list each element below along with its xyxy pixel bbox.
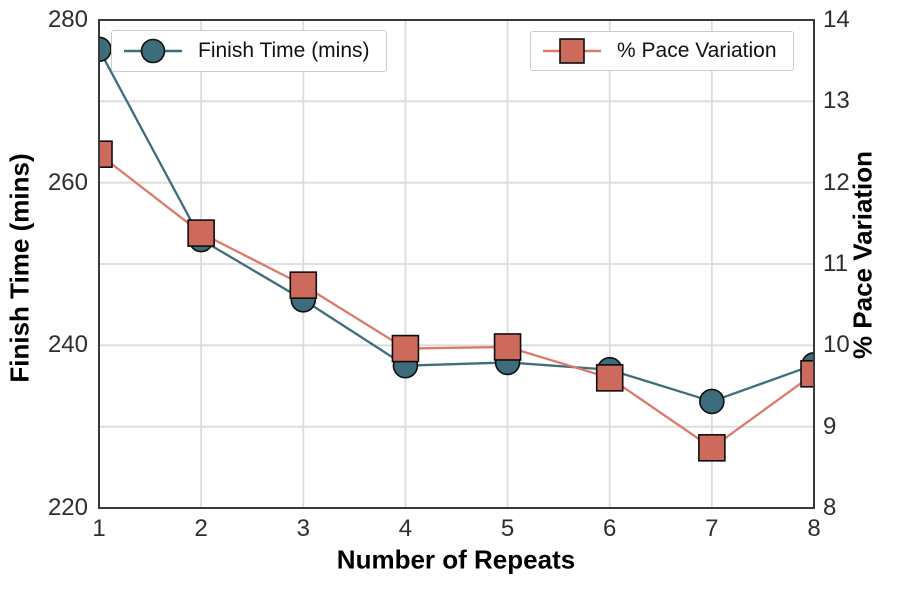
pace-variation-marker (187, 219, 215, 247)
right-y-tick-label: 9 (823, 412, 837, 440)
right-y-tick-label: 10 (823, 331, 850, 359)
x-axis-label: Number of Repeats (336, 544, 576, 575)
right-y-tick-label: 13 (823, 87, 850, 115)
left-y-tick-label: 220 (47, 494, 88, 521)
pace-variation-marker (595, 364, 624, 392)
legend-pace-variation: % Pace Variation (530, 31, 794, 71)
finish-time-line (98, 48, 815, 403)
x-tick-label: 8 (807, 515, 821, 542)
right-y-tick-label: 14 (823, 6, 850, 33)
x-tick-label: 5 (500, 515, 515, 542)
pace-variation-marker (493, 333, 522, 361)
right-y-tick-label: 8 (823, 494, 837, 521)
right-y-axis-label: % Pace Variation (847, 150, 878, 360)
pace-variation-marker (698, 434, 726, 462)
pace-variation-marker (289, 271, 318, 299)
left-y-tick-label: 280 (47, 6, 88, 33)
left-y-axis-label: Finish Time (mins) (4, 153, 35, 383)
grid-lines (99, 20, 814, 508)
x-tick-label: 4 (398, 515, 413, 542)
right-y-tick-label: 12 (823, 168, 850, 196)
x-tick-label: 7 (705, 515, 719, 542)
pace-variation-line (98, 153, 815, 450)
left-y-tick-label: 260 (47, 168, 88, 196)
pace-variation-marker (391, 334, 420, 363)
legend-circle-marker-icon (124, 38, 182, 64)
axis-frame (98, 19, 815, 509)
x-tick-label: 2 (194, 515, 208, 542)
x-tick-label: 1 (92, 515, 106, 542)
right-y-tick-label: 11 (823, 250, 848, 277)
x-tick-label: 3 (296, 515, 310, 542)
legend-finish-time-label: Finish Time (mins) (198, 39, 370, 62)
legend-square-marker-icon (543, 38, 601, 64)
legend-finish-time: Finish Time (mins) (111, 30, 387, 72)
left-y-tick-label: 240 (47, 331, 88, 359)
finish-time-marker (699, 388, 725, 415)
x-tick-label: 6 (603, 515, 617, 542)
legend-pace-variation-label: % Pace Variation (617, 39, 777, 62)
